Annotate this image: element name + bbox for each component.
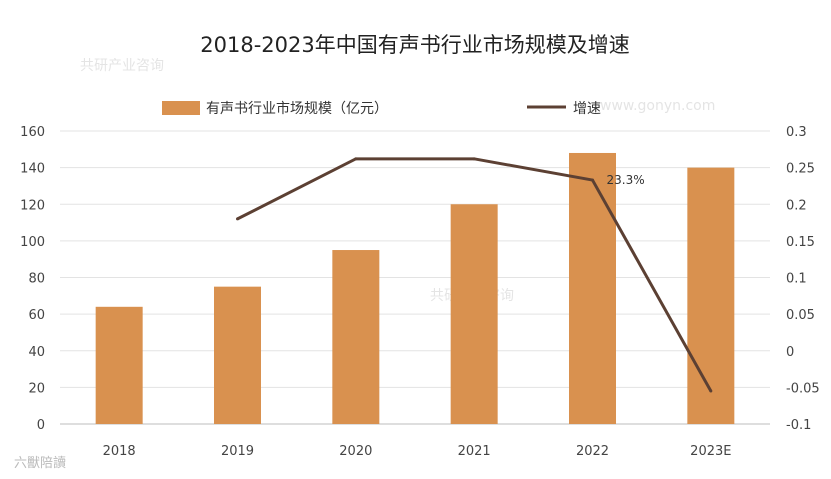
growth-point-2021 bbox=[472, 157, 476, 161]
right-tick-label: 0.1 bbox=[786, 272, 807, 287]
chart-title: 2018-2023年中国有声书行业市场规模及增速 bbox=[200, 33, 629, 57]
x-tick-label: 2019 bbox=[221, 444, 254, 459]
gridlines bbox=[60, 130, 770, 425]
data-label: 23.3% bbox=[607, 173, 645, 187]
right-tick-label: 0.2 bbox=[786, 198, 807, 213]
line-series bbox=[236, 157, 713, 393]
left-tick-label: 120 bbox=[20, 198, 45, 213]
bar-2018 bbox=[95, 306, 143, 424]
legend-bar-label: 有声书行业市场规模（亿元） bbox=[206, 100, 388, 117]
bar-2023E bbox=[687, 167, 735, 424]
bar-2019 bbox=[214, 286, 261, 424]
right-tick-label: 0.05 bbox=[786, 308, 815, 323]
x-tick-label: 2021 bbox=[458, 444, 491, 459]
left-tick-label: 0 bbox=[37, 418, 45, 433]
right-tick-label: 0.15 bbox=[786, 235, 815, 250]
right-tick-label: -0.1 bbox=[786, 418, 811, 433]
left-tick-label: 100 bbox=[20, 235, 45, 250]
legend-line-label: 增速 bbox=[573, 101, 601, 117]
annotations: 23.3% bbox=[607, 173, 645, 187]
left-tick-label: 160 bbox=[20, 125, 45, 140]
right-tick-label: -0.05 bbox=[786, 381, 820, 396]
x-tick-label: 2018 bbox=[103, 444, 136, 459]
x-tick-label: 2020 bbox=[339, 444, 372, 459]
x-tick-label: 2023E bbox=[690, 444, 731, 459]
left-tick-label: 20 bbox=[28, 381, 45, 396]
x-axis-labels: 2018 2019 2020 2021 2022 2023E bbox=[103, 444, 732, 459]
bar-2020 bbox=[332, 250, 380, 424]
corner-badge: 六獸陪讀 bbox=[14, 456, 66, 471]
bar-2021 bbox=[450, 204, 498, 424]
left-tick-label: 60 bbox=[28, 308, 45, 323]
growth-point-2019 bbox=[236, 217, 239, 221]
left-tick-label: 40 bbox=[28, 345, 45, 360]
x-tick-label: 2022 bbox=[576, 444, 609, 459]
right-tick-label: 0 bbox=[786, 345, 794, 360]
right-tick-label: 0.25 bbox=[786, 162, 815, 177]
legend-bar-swatch bbox=[162, 101, 200, 115]
left-axis-ticks: 0 20 40 60 80 100 120 140 160 bbox=[20, 125, 45, 433]
legend: 有声书行业市场规模（亿元） 增速 bbox=[162, 100, 601, 117]
bar-series bbox=[95, 152, 735, 424]
growth-point-2022 bbox=[591, 178, 594, 182]
right-axis-ticks: -0.1 -0.05 0 0.05 0.1 0.15 0.2 0.25 0.3 bbox=[786, 125, 820, 433]
watermark-url: www.gonyn.com bbox=[600, 98, 715, 114]
watermark-text: 共研产业咨询 bbox=[80, 58, 164, 74]
growth-point-2023E bbox=[709, 389, 713, 393]
growth-point-2020 bbox=[354, 157, 358, 161]
bar-2022 bbox=[569, 152, 616, 424]
left-tick-label: 80 bbox=[28, 272, 45, 287]
left-tick-label: 140 bbox=[20, 162, 45, 177]
right-tick-label: 0.3 bbox=[786, 125, 807, 140]
